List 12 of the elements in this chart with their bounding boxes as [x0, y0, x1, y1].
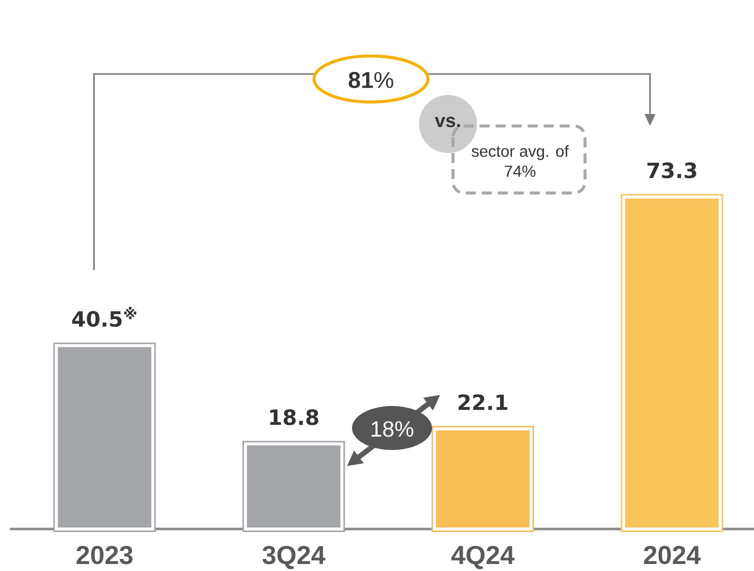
text: vs. — [434, 116, 460, 128]
data-label: 18.8 — [270, 409, 318, 426]
x-tick-label: 2023 — [76, 546, 133, 564]
text: 81% — [348, 72, 394, 88]
data-label: 40.5$^{※}$ — [72, 306, 136, 327]
x-tick-label: 2024 — [644, 546, 701, 564]
x-tick-label: 4Q24 — [451, 546, 514, 570]
text: sector avg. of 74% — [472, 145, 569, 177]
annotation: 18% — [372, 421, 414, 437]
data-label: 22.1 — [458, 394, 508, 410]
data-label: 73.3 — [647, 162, 696, 178]
x-tick-label: 3Q24 — [262, 546, 326, 570]
